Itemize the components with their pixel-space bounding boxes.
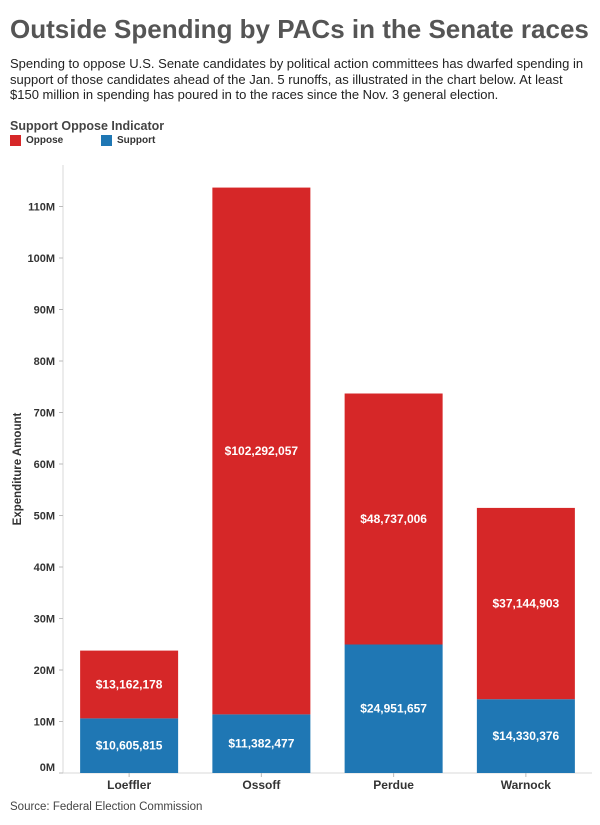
y-tick-label: 70M — [34, 408, 55, 420]
legend-label-oppose: Oppose — [26, 134, 64, 146]
bar-support-loeffler — [80, 718, 179, 773]
data-label-oppose-perdue: $48,737,006 — [360, 512, 427, 526]
source-note: Source: Federal Election Commission — [10, 801, 203, 813]
y-axis-title: Expenditure Amount — [12, 413, 24, 526]
x-tick-label-warnock: Warnock — [501, 778, 552, 792]
legend-item-oppose[interactable]: Oppose — [10, 134, 63, 146]
legend-swatch-oppose — [10, 134, 21, 146]
legend-title: Support Oppose Indicator — [10, 119, 165, 133]
y-tick-label: 0M — [40, 762, 55, 774]
y-tick-label: 90M — [34, 305, 55, 317]
data-label-support-perdue: $24,951,657 — [360, 702, 427, 716]
bar-oppose-warnock — [476, 507, 575, 700]
chart-subtitle: Spending to oppose U.S. Senate candidate… — [10, 56, 584, 102]
bar-oppose-ossoff — [212, 187, 311, 715]
y-tick-label: 60M — [34, 459, 55, 471]
y-tick-label: 100M — [27, 253, 55, 265]
bar-support-warnock — [476, 699, 575, 773]
y-tick-label: 110M — [28, 202, 55, 214]
y-tick-label: 50M — [34, 511, 55, 523]
data-label-oppose-ossoff: $102,292,057 — [225, 444, 299, 458]
bar-oppose-loeffler — [80, 650, 179, 719]
page-title: Outside Spending by PACs in the Senate r… — [10, 14, 589, 44]
legend-label-support: Support — [117, 134, 156, 146]
data-label-support-ossoff: $11,382,477 — [228, 737, 294, 751]
x-tick-label-perdue: Perdue — [373, 778, 414, 792]
data-label-oppose-loeffler: $13,162,178 — [96, 677, 163, 691]
bar-support-ossoff — [212, 714, 311, 773]
y-tick-label: 80M — [34, 356, 55, 368]
data-label-support-warnock: $14,330,376 — [493, 729, 560, 743]
y-tick-label: 10M — [34, 717, 55, 729]
y-tick-label: 20M — [34, 665, 55, 677]
x-tick-label-ossoff: Ossoff — [242, 778, 281, 792]
y-tick-label: 30M — [34, 614, 55, 626]
x-tick-label-loeffler: Loeffler — [107, 778, 151, 792]
bar-support-perdue — [344, 644, 443, 773]
data-label-support-loeffler: $10,605,815 — [96, 739, 163, 753]
legend-swatch-support — [101, 134, 112, 146]
data-label-oppose-warnock: $37,144,903 — [493, 597, 560, 611]
y-tick-label: 40M — [34, 562, 55, 574]
legend-item-support[interactable]: Support — [101, 134, 155, 146]
bar-oppose-perdue — [344, 393, 443, 645]
